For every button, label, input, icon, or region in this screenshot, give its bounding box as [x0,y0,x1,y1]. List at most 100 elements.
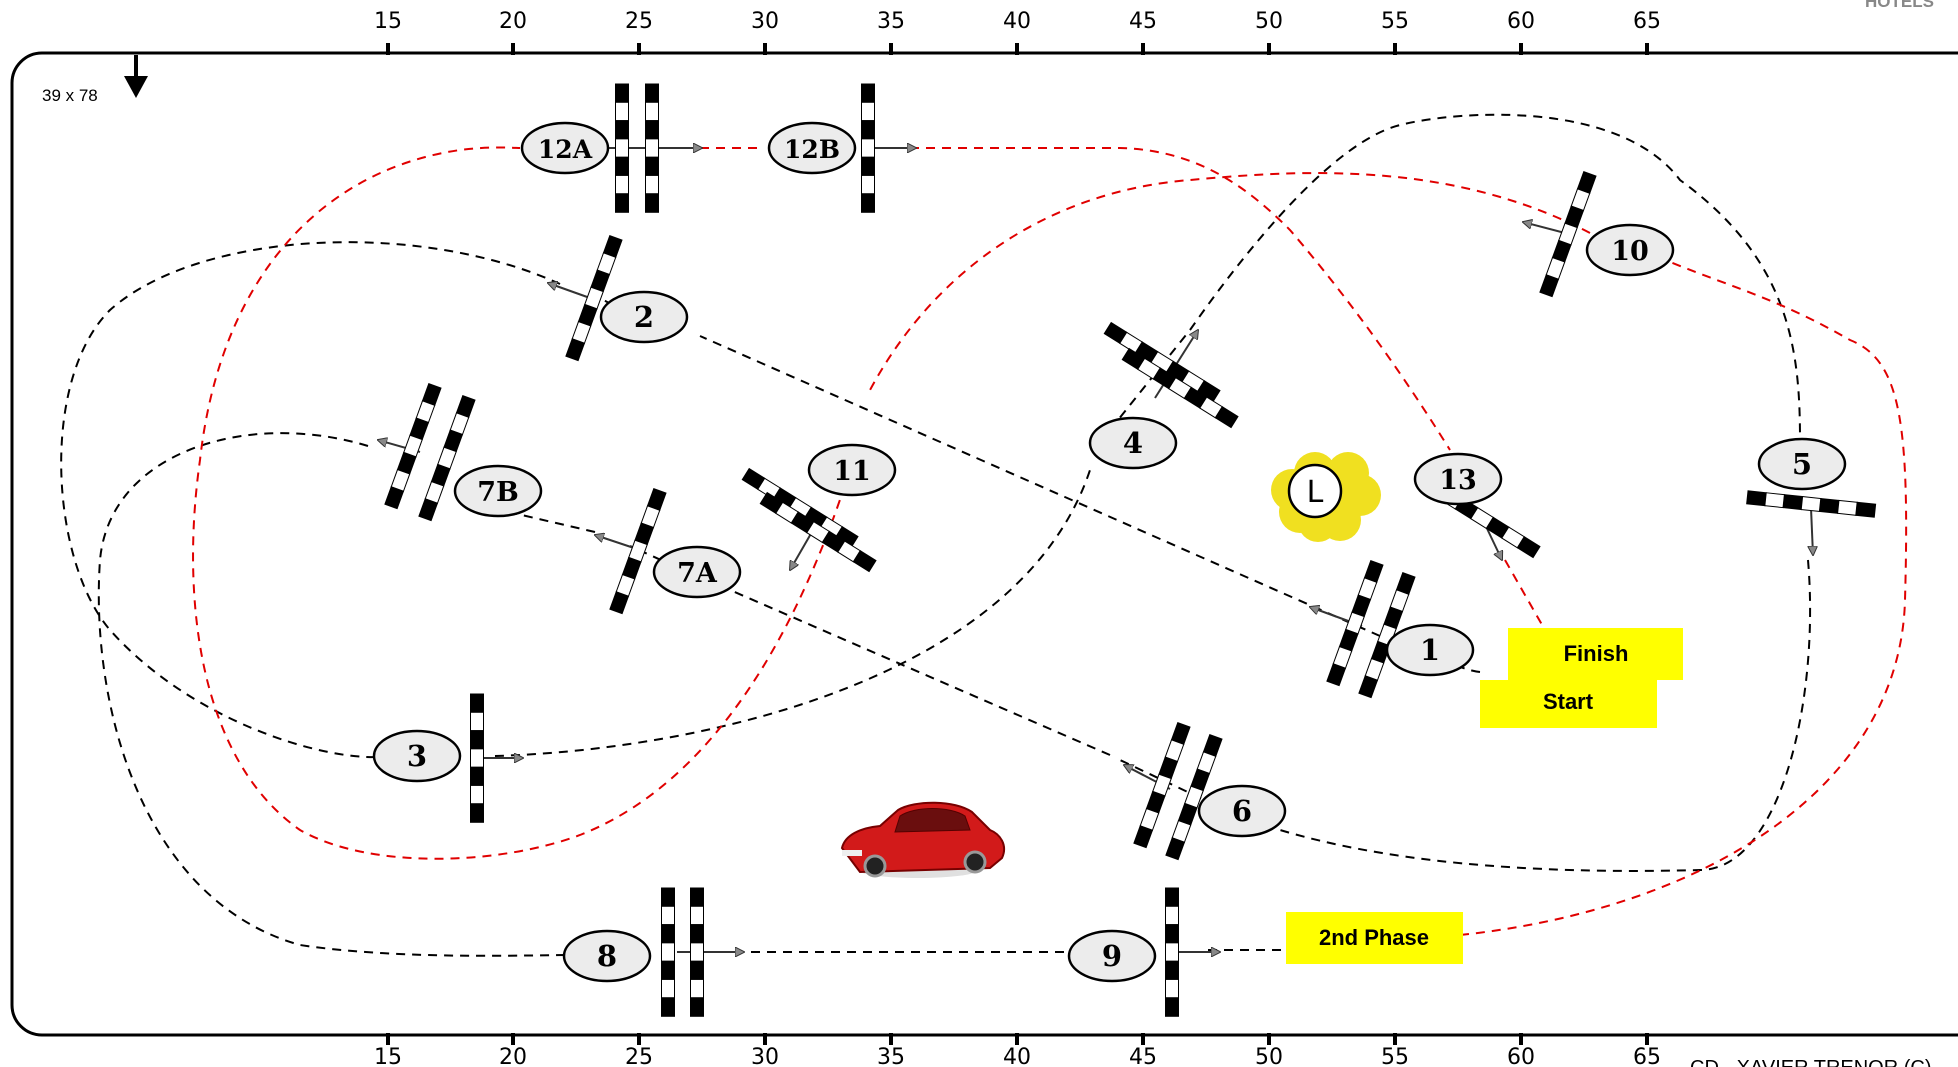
judge-marker: L [1271,452,1381,542]
ruler-tick-label: 40 [1003,9,1031,34]
obstacle-12a: 12A [520,83,702,213]
pole [1165,733,1223,861]
ruler-tick-label: 35 [877,1045,905,1067]
obstacle-number-badge: 9 [1067,929,1157,983]
pole [565,234,623,362]
direction-arrow-icon [595,535,635,549]
obstacle-number-label: 7A [677,558,718,589]
start-box: Start [1480,680,1657,728]
obstacle-number-label: 3 [407,739,427,773]
pole [615,83,629,213]
obstacle-number-label: 4 [1123,426,1143,460]
ruler-tick-label: 30 [751,1045,779,1067]
obstacle-10: 10 [1523,170,1675,298]
pole [1326,559,1384,687]
pole [1121,347,1239,429]
entrance-arrow-icon [124,55,148,98]
obstacle-number-badge: 11 [807,443,897,497]
direction-arrow-icon [1523,222,1566,234]
ruler-tick-label: 50 [1255,1045,1283,1067]
ruler-tick-label: 30 [751,9,779,34]
obstacle-number-badge: 1 [1385,623,1475,677]
direction-arrow-icon [548,283,591,299]
judge-label: L [1307,475,1324,510]
ruler-tick-label: 20 [499,9,527,34]
second-phase-box: 2nd Phase [1286,912,1463,964]
obstacle-number-badge: 4 [1088,416,1178,470]
obstacle-number-label: 2 [634,300,654,334]
obstacle-number-label: 9 [1102,939,1122,973]
pole [861,83,875,213]
pole [690,887,704,1017]
pole [759,491,877,573]
copyright-text: CD - XAVIER TRENOR (C) [1690,1057,1932,1067]
obstacle-7b: 7B [378,382,543,522]
ruler-tick-label: 15 [374,9,402,34]
obstacle-number-label: 12A [538,135,593,164]
obstacle-number-label: 6 [1232,794,1252,828]
ruler-tick-label: 55 [1381,1045,1409,1067]
ruler-tick-label: 35 [877,9,905,34]
pole [609,487,667,615]
ruler-tick-label: 60 [1507,9,1535,34]
obstacle-number-badge: 12A [520,121,610,175]
obstacle-number-badge: 8 [562,929,652,983]
obstacle-3: 3 [372,693,523,823]
obstacle-number-badge: 10 [1585,223,1675,277]
pole [1133,721,1191,849]
phase-2-path [192,146,1908,936]
ruler-tick-label: 55 [1381,9,1409,34]
finish-label: Finish [1564,641,1629,666]
pole [418,394,476,522]
pole [661,887,675,1017]
pole [645,83,659,213]
obstacle-1: 1 [1310,559,1475,699]
obstacle-13: 13 [1413,452,1541,560]
obstacle-12b: 12B [767,83,916,213]
obstacle-number-label: 7B [477,477,519,508]
obstacle-number-badge: 12B [767,121,857,175]
obstacle-5: 5 [1746,437,1877,555]
ruler-tick-label: 15 [374,1045,402,1067]
obstacle-number-badge: 13 [1413,452,1503,506]
direction-arrow-icon [1811,507,1813,555]
obstacle-8: 8 [562,887,744,1017]
ruler-tick-label: 45 [1129,9,1157,34]
arena-size-label: 39 x 78 [42,86,98,105]
ruler-tick-label: 25 [625,1045,653,1067]
car-icon [840,801,1006,878]
ruler-tick-label: 20 [499,1045,527,1067]
obstacle-number-badge: 7B [453,464,543,518]
pole [1539,170,1597,298]
obstacle-number-badge: 5 [1757,437,1847,491]
obstacle-number-badge: 7A [652,545,742,599]
ruler-tick-label: 50 [1255,9,1283,34]
obstacle-number-label: 8 [597,939,617,973]
pole [1746,490,1877,518]
pole [384,382,442,510]
ruler-tick-label: 25 [625,9,653,34]
ruler-tick-label: 65 [1633,1045,1661,1067]
obstacle-number-label: 5 [1792,447,1812,481]
obstacle-6: 6 [1124,721,1287,861]
obstacle-number-label: 12B [784,135,840,164]
pole [1165,887,1179,1017]
obstacle-number-badge: 3 [372,729,462,783]
obstacle-number-label: 1 [1420,633,1440,667]
ruler-top: 15 20 25 30 35 40 45 50 55 60 65 [374,9,1661,55]
obstacle-number-label: 13 [1439,465,1477,496]
start-label: Start [1543,689,1594,714]
obstacle-4: 4 [1088,321,1239,470]
ruler-tick-label: 65 [1633,9,1661,34]
obstacle-7a: 7A [595,487,742,615]
pole [470,693,484,823]
obstacle-9: 9 [1067,887,1220,1017]
pole [1103,321,1221,403]
arena-border [10,51,1958,1037]
ruler-tick-label: 40 [1003,1045,1031,1067]
ruler-tick-label: 60 [1507,1045,1535,1067]
ruler-tick-label: 45 [1129,1045,1157,1067]
obstacle-number-label: 10 [1611,236,1649,267]
obstacle-11: 11 [741,443,897,573]
